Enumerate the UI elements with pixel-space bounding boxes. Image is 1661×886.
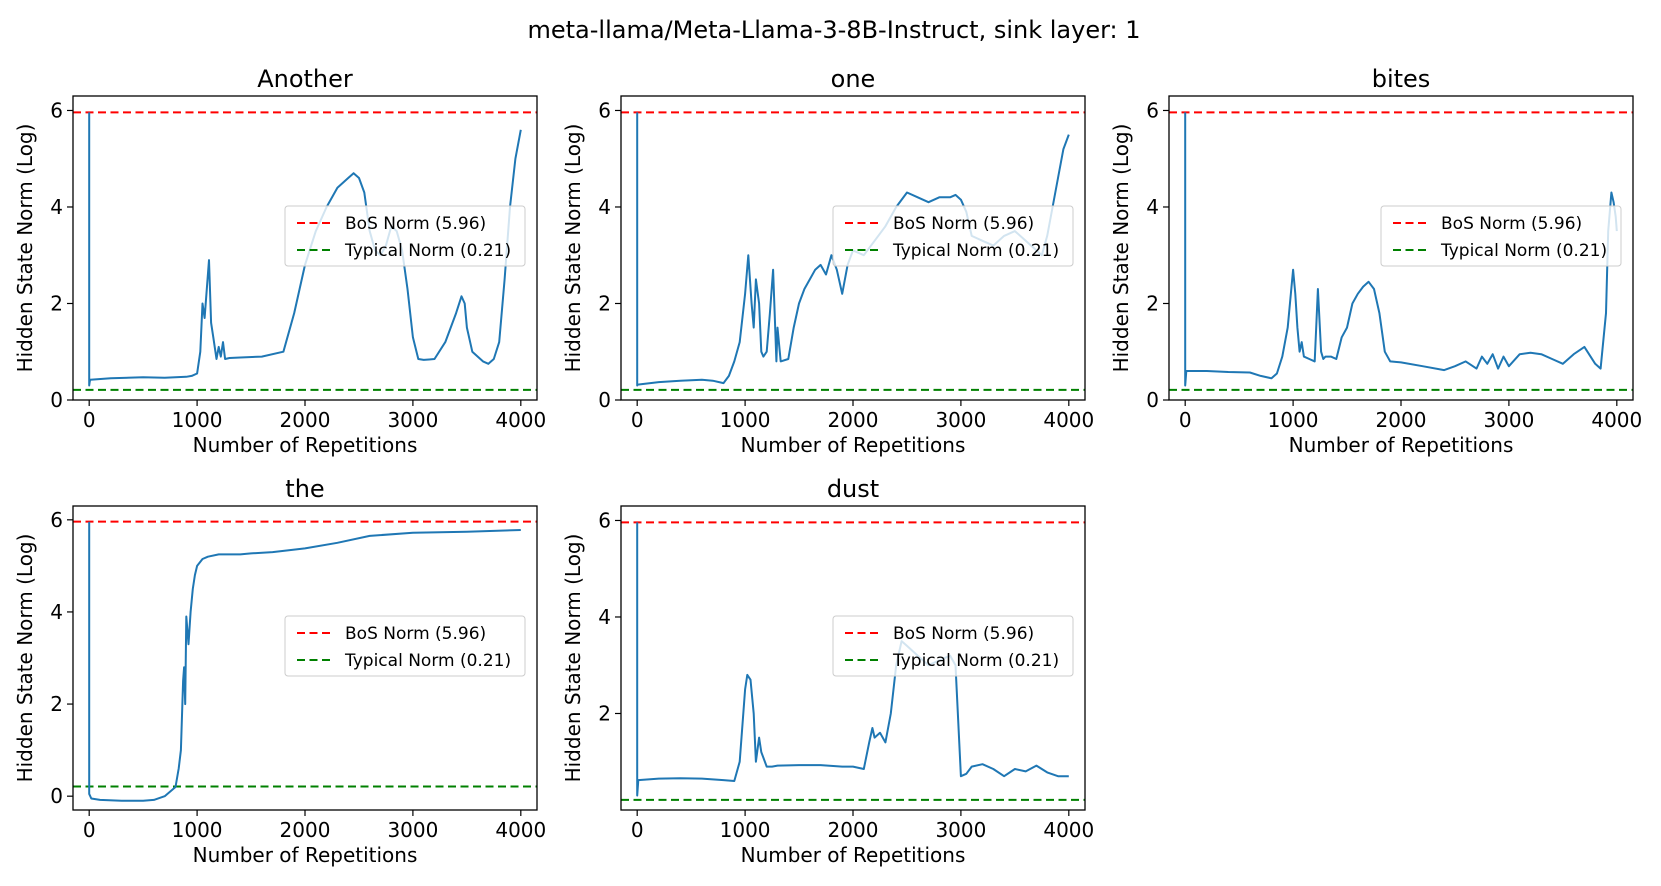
x-tick-label: 0 <box>83 408 96 432</box>
legend-entry-label: Typical Norm (0.21) <box>344 651 511 671</box>
y-tick-label: 6 <box>50 508 63 532</box>
x-tick-label: 3000 <box>387 408 438 432</box>
y-axis-label: Hidden State Norm (Log) <box>13 534 37 783</box>
x-tick-label: 2000 <box>828 408 879 432</box>
legend-entry-label: Typical Norm (0.21) <box>892 241 1059 261</box>
x-tick-label: 0 <box>83 818 96 842</box>
x-tick-label: 0 <box>1179 408 1192 432</box>
x-axis-label: Number of Repetitions <box>741 843 966 867</box>
x-tick-label: 0 <box>631 818 644 842</box>
y-tick-label: 6 <box>1146 98 1159 122</box>
subplot-title: dust <box>827 475 879 503</box>
legend-entry-label: BoS Norm (5.96) <box>345 214 486 234</box>
y-axis-label: Hidden State Norm (Log) <box>561 534 585 783</box>
x-tick-label: 3000 <box>1483 408 1534 432</box>
legend: BoS Norm (5.96) Typical Norm (0.21) <box>832 615 1074 677</box>
y-tick-label: 2 <box>50 692 63 716</box>
subplot-the: 0 1000 2000 3000 4000 0 2 4 6 the Number of Repeti… <box>13 475 546 867</box>
x-tick-label: 4000 <box>495 818 546 842</box>
x-axis-label: Number of Repetitions <box>741 433 966 457</box>
x-tick-label: 1000 <box>172 818 223 842</box>
y-tick-label: 0 <box>598 388 611 412</box>
subplot-title: Another <box>257 65 353 93</box>
x-tick-label: 4000 <box>1591 408 1642 432</box>
y-axis-label: Hidden State Norm (Log) <box>561 124 585 373</box>
y-tick-label: 4 <box>50 195 63 219</box>
subplot-bites: 0 1000 2000 3000 4000 0 2 4 6 bites Number of Repe… <box>1109 65 1642 457</box>
legend-entry-label: Typical Norm (0.21) <box>892 651 1059 671</box>
legend-entry-label: BoS Norm (5.96) <box>1441 214 1582 234</box>
x-tick-label: 2000 <box>1376 408 1427 432</box>
x-tick-label: 4000 <box>1043 818 1094 842</box>
y-axis-label: Hidden State Norm (Log) <box>1109 124 1133 373</box>
y-tick-label: 0 <box>1146 388 1159 412</box>
subplot-title: bites <box>1372 65 1431 93</box>
x-tick-label: 2000 <box>280 818 331 842</box>
x-tick-label: 3000 <box>935 408 986 432</box>
legend-box <box>284 615 526 677</box>
y-tick-label: 2 <box>1146 291 1159 315</box>
x-tick-label: 3000 <box>935 818 986 842</box>
legend-box <box>832 615 1074 677</box>
x-tick-label: 3000 <box>387 818 438 842</box>
legend: BoS Norm (5.96) Typical Norm (0.21) <box>284 615 526 677</box>
subplot-title: the <box>285 475 324 503</box>
y-tick-label: 2 <box>50 291 63 315</box>
legend-entry-label: Typical Norm (0.21) <box>344 241 511 261</box>
x-tick-label: 2000 <box>280 408 331 432</box>
x-tick-label: 1000 <box>1268 408 1319 432</box>
x-tick-label: 1000 <box>720 818 771 842</box>
legend-entry-label: BoS Norm (5.96) <box>893 214 1034 234</box>
x-tick-label: 4000 <box>1043 408 1094 432</box>
figure-title: meta-llama/Meta-Llama-3-8B-Instruct, sin… <box>527 16 1140 44</box>
y-tick-label: 6 <box>50 98 63 122</box>
x-tick-label: 1000 <box>720 408 771 432</box>
subplot-another: 0 1000 2000 3000 4000 0 2 4 6 Another Number of Re… <box>13 65 546 457</box>
y-tick-label: 6 <box>598 98 611 122</box>
y-axis-label: Hidden State Norm (Log) <box>13 124 37 373</box>
legend-box <box>284 205 526 267</box>
legend: BoS Norm (5.96) Typical Norm (0.21) <box>832 205 1074 267</box>
x-tick-label: 2000 <box>828 818 879 842</box>
x-axis-label: Number of Repetitions <box>193 843 418 867</box>
y-tick-label: 4 <box>598 195 611 219</box>
y-tick-label: 6 <box>598 508 611 532</box>
legend: BoS Norm (5.96) Typical Norm (0.21) <box>1380 205 1622 267</box>
hidden-state-norm-line <box>88 112 522 387</box>
y-tick-label: 4 <box>50 600 63 624</box>
legend: BoS Norm (5.96) Typical Norm (0.21) <box>284 205 526 267</box>
legend-box <box>1380 205 1622 267</box>
x-axis-label: Number of Repetitions <box>193 433 418 457</box>
y-tick-label: 2 <box>598 291 611 315</box>
x-tick-label: 1000 <box>172 408 223 432</box>
x-tick-label: 0 <box>631 408 644 432</box>
y-tick-label: 0 <box>50 388 63 412</box>
legend-entry-label: Typical Norm (0.21) <box>1440 241 1607 261</box>
hidden-state-norm-line <box>636 522 1069 797</box>
x-tick-label: 4000 <box>495 408 546 432</box>
subplot-one: 0 1000 2000 3000 4000 0 2 4 6 one Number of Repeti… <box>561 65 1094 457</box>
legend-box <box>832 205 1074 267</box>
legend-entry-label: BoS Norm (5.96) <box>893 624 1034 644</box>
hidden-state-norm-line <box>1184 112 1618 387</box>
y-tick-label: 0 <box>50 784 63 808</box>
y-tick-label: 2 <box>598 701 611 725</box>
hidden-state-norm-line <box>88 521 521 802</box>
subplot-dust: 0 1000 2000 3000 4000 2 4 6 dust Number of Repeti… <box>561 475 1094 867</box>
subplot-title: one <box>831 65 876 93</box>
legend-entry-label: BoS Norm (5.96) <box>345 624 486 644</box>
y-tick-label: 4 <box>598 605 611 629</box>
y-tick-label: 4 <box>1146 195 1159 219</box>
x-axis-label: Number of Repetitions <box>1289 433 1514 457</box>
